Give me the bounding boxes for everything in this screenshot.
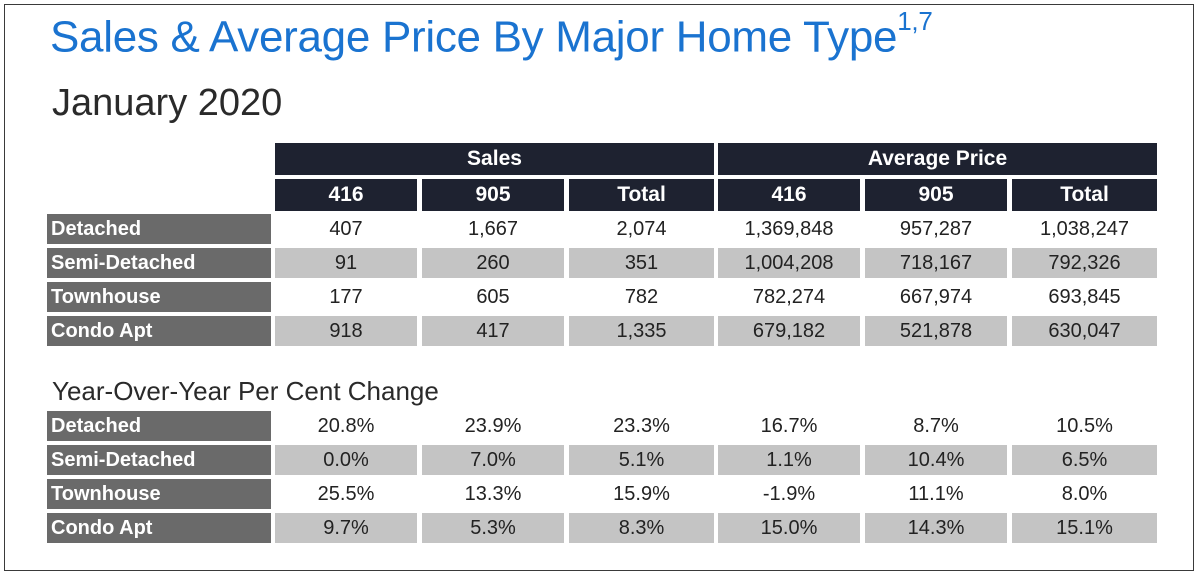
sales-table-cell: 957,287 (899, 217, 973, 240)
sales-table-row-label: Detached (47, 214, 271, 244)
col-header-sales-905: 905 (422, 179, 564, 211)
sales-table-cell: 1,667 (467, 217, 519, 240)
sales-table-row-label: Condo Apt (47, 316, 271, 346)
sales-table-cell: 177 (329, 285, 363, 308)
sales-table-cell: 605 (476, 285, 510, 308)
group-header-sales: Sales (275, 143, 714, 175)
col-header-price-total: Total (1012, 179, 1157, 211)
sales-table-row-label: Semi-Detached (47, 248, 271, 278)
sales-table-cell: 407 (329, 217, 363, 240)
sales-table-cell: 1,369,848 (744, 217, 834, 240)
yoy-table-cell: 10.4% (865, 445, 1007, 475)
sales-table-cell: 693,845 (1048, 285, 1121, 308)
sales-table-cell: 521,878 (865, 316, 1007, 346)
yoy-table-cell: 0.0% (275, 445, 417, 475)
yoy-table-row-label: Townhouse (47, 479, 271, 509)
title-footnote: 1,7 (897, 6, 933, 36)
yoy-table-cell: 23.9% (464, 414, 522, 437)
page-title: Sales & Average Price By Major Home Type… (50, 6, 933, 63)
sales-table-cell: 1,038,247 (1040, 217, 1129, 240)
yoy-table-cell: 7.0% (422, 445, 564, 475)
yoy-table-cell: 6.5% (1012, 445, 1157, 475)
sales-table-cell: 782 (624, 285, 659, 308)
yoy-table-row-label: Semi-Detached (47, 445, 271, 475)
title-text: Sales & Average Price By Major Home Type (50, 12, 898, 62)
yoy-table-cell: 1.1% (718, 445, 860, 475)
sales-table-cell: 2,074 (616, 217, 667, 240)
yoy-table-cell: 5.3% (422, 513, 564, 543)
col-header-price-905: 905 (865, 179, 1007, 211)
page-subtitle: January 2020 (52, 82, 283, 124)
yoy-section-label: Year-Over-Year Per Cent Change (52, 376, 439, 406)
yoy-table-cell: 23.3% (613, 414, 670, 437)
yoy-table-cell: 10.5% (1056, 414, 1113, 437)
sales-table-cell: 1,004,208 (718, 248, 860, 278)
group-header-average-price: Average Price (718, 143, 1157, 175)
sales-table-cell: 1,335 (569, 316, 714, 346)
yoy-table-cell: 25.5% (317, 482, 375, 505)
yoy-table-cell: 9.7% (275, 513, 417, 543)
col-header-sales-416: 416 (275, 179, 417, 211)
yoy-table-cell: 8.0% (1061, 482, 1108, 505)
yoy-table-cell: 15.0% (718, 513, 860, 543)
sales-table-cell: 782,274 (752, 285, 826, 308)
sales-table-row-label: Townhouse (47, 282, 271, 312)
yoy-table-row-label: Condo Apt (47, 513, 271, 543)
sales-table-cell: 679,182 (718, 316, 860, 346)
yoy-table-cell: 15.1% (1012, 513, 1157, 543)
slide-frame (4, 4, 1194, 571)
yoy-table-cell: 11.1% (908, 482, 964, 505)
yoy-table-cell: -1.9% (762, 482, 816, 505)
sales-table-cell: 91 (275, 248, 417, 278)
sales-table-cell: 792,326 (1012, 248, 1157, 278)
yoy-table-cell: 14.3% (865, 513, 1007, 543)
yoy-table-cell: 13.3% (464, 482, 522, 505)
yoy-table-cell: 15.9% (613, 482, 670, 505)
sales-table-cell: 260 (422, 248, 564, 278)
yoy-table-cell: 8.7% (913, 414, 959, 437)
yoy-table-cell: 20.8% (317, 414, 375, 437)
yoy-table-cell: 5.1% (569, 445, 714, 475)
sales-table-cell: 667,974 (899, 285, 973, 308)
sales-table-cell: 718,167 (865, 248, 1007, 278)
sales-table-cell: 351 (569, 248, 714, 278)
sales-table-cell: 417 (422, 316, 564, 346)
sales-table-cell: 630,047 (1012, 316, 1157, 346)
sales-table-cell: 918 (275, 316, 417, 346)
yoy-table-row-label: Detached (47, 411, 271, 441)
yoy-table-cell: 16.7% (760, 414, 818, 437)
col-header-sales-total: Total (569, 179, 714, 211)
yoy-table-cell: 8.3% (569, 513, 714, 543)
col-header-price-416: 416 (718, 179, 860, 211)
